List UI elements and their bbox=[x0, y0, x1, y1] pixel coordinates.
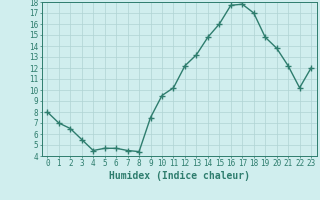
X-axis label: Humidex (Indice chaleur): Humidex (Indice chaleur) bbox=[109, 171, 250, 181]
